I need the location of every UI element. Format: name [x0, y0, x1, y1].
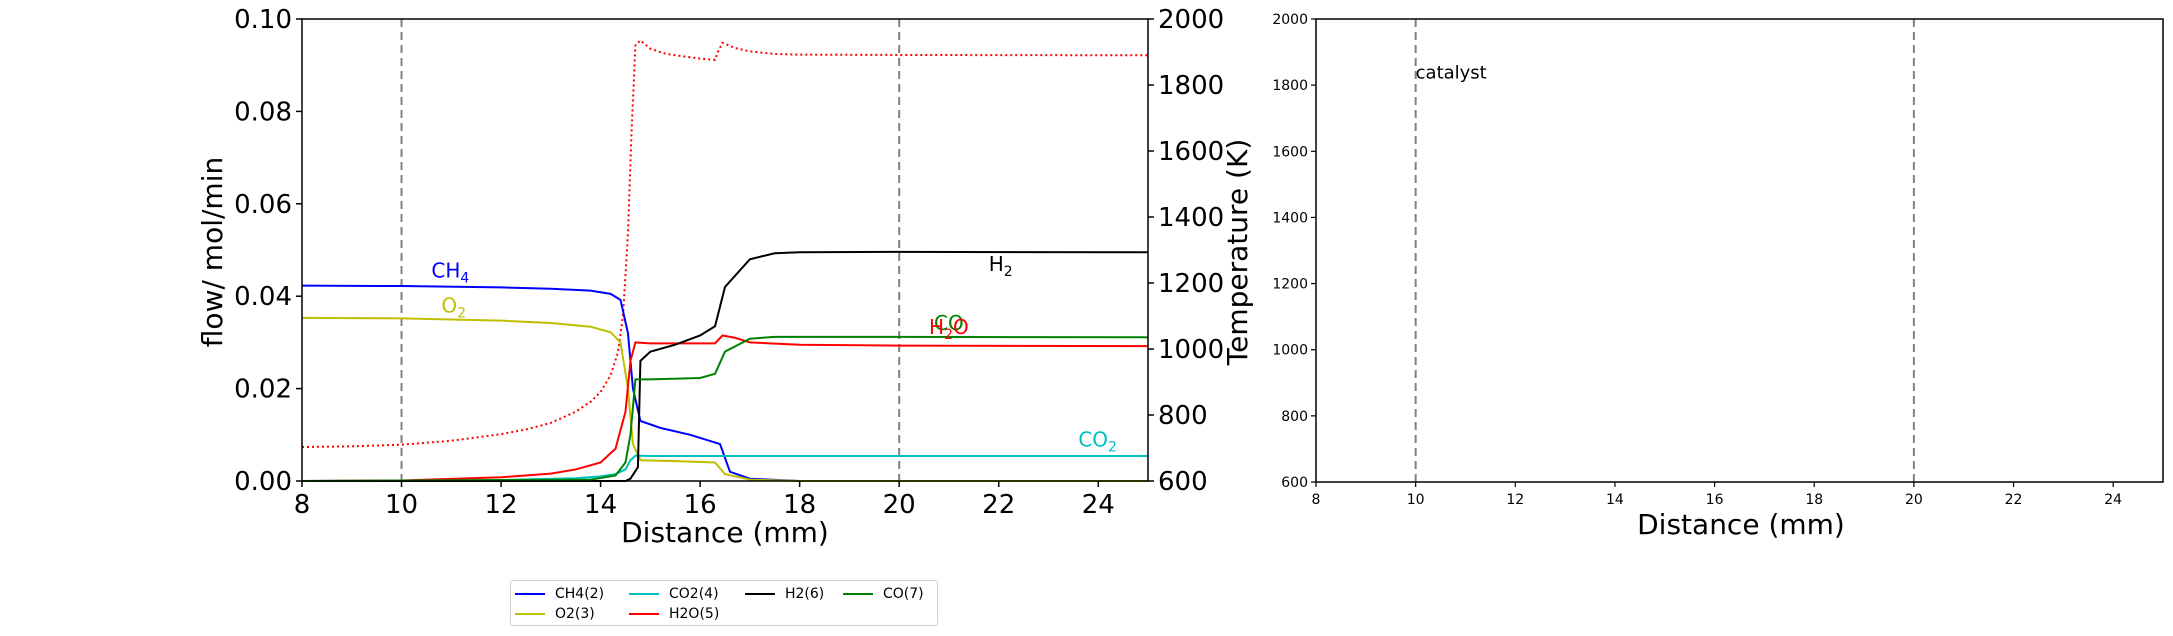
left-x-tick-label: 18: [783, 490, 816, 520]
left-x-tick-label: 10: [385, 490, 418, 520]
left-chart-panel: Distance (mm) flow/ mol/min Temperature …: [196, 5, 1254, 549]
left-y2-tick-label: 2000: [1158, 5, 1224, 35]
legend-item: O2(3): [515, 605, 595, 623]
left-y-tick-label: 0.06: [234, 190, 292, 220]
left-x-tick-label: 12: [485, 490, 518, 520]
species-annotation-0: CH4: [431, 259, 469, 287]
left-y2-tick-label: 800: [1158, 401, 1208, 431]
legend-label: CO2(4): [669, 586, 719, 602]
legend-swatch: [629, 593, 659, 595]
right-x-tick-label: 10: [1407, 492, 1425, 508]
left-x-tick-label: 16: [684, 490, 717, 520]
legend-item: H2O(5): [629, 605, 719, 623]
legend-item: CO2(4): [629, 585, 719, 603]
right-x-tick-label: 24: [2104, 492, 2122, 508]
species-annotation-1: O2: [441, 293, 466, 321]
legend-label: H2O(5): [669, 606, 720, 622]
legend-swatch: [515, 613, 545, 615]
legend-swatch: [843, 593, 873, 595]
left-y-tick-label: 0.02: [234, 375, 292, 405]
right-y-tick-label: 800: [1281, 409, 1308, 425]
right-y-tick-label: 1400: [1272, 210, 1308, 226]
temperature-line: [301, 39, 1149, 449]
legend-label: CH4(2): [555, 586, 605, 602]
left-x-tick-label: 8: [294, 490, 311, 520]
series-line-h2o5: [301, 334, 1149, 482]
legend-swatch: [515, 593, 545, 595]
legend-swatch: [629, 613, 659, 615]
species-annotation-2: H2: [989, 252, 1013, 280]
legend: CH4(2) CO2(4) H2(6) CO(7) O2(3) H2O(5): [510, 580, 938, 626]
catalyst-annotation-0: catalyst: [1416, 63, 1487, 84]
right-plot-frame: [1315, 18, 2164, 483]
right-x-axis-label: Distance (mm): [1637, 508, 1845, 541]
left-y-tick-label: 0.00: [234, 467, 292, 497]
legend-label: H2(6): [785, 586, 825, 602]
series-line-co24: [301, 454, 1148, 482]
species-annotation-5: CO2: [1078, 427, 1117, 455]
left-y2-axis-label: Temperature (K): [1221, 139, 1254, 366]
left-y-tick-label: 0.04: [234, 282, 292, 312]
legend-item: CO(7): [843, 585, 924, 603]
right-y-tick-label: 1000: [1272, 343, 1308, 359]
legend-label: O2(3): [555, 606, 595, 622]
left-y2-tick-label: 1200: [1158, 269, 1224, 299]
right-x-tick-label: 20: [1905, 492, 1923, 508]
right-y-tick-label: 2000: [1272, 12, 1308, 28]
left-y2-tick-label: 1800: [1158, 71, 1224, 101]
right-x-tick-label: 12: [1506, 492, 1524, 508]
right-x-tick-label: 22: [2005, 492, 2023, 508]
left-y-tick-label: 0.08: [234, 97, 292, 127]
right-y-tick-label: 1600: [1272, 144, 1308, 160]
left-y-axis-label: flow/ mol/min: [196, 157, 229, 347]
species-annotation-3: CO: [934, 311, 964, 335]
left-x-tick-label: 22: [982, 490, 1015, 520]
legend-swatch: [745, 593, 775, 595]
left-x-tick-label: 14: [584, 490, 617, 520]
left-plot-frame: [301, 18, 1149, 482]
left-y-tick-label: 0.10: [234, 5, 292, 35]
legend-label: CO(7): [883, 586, 924, 602]
series-line-h26: [302, 250, 1149, 482]
left-y2-tick-label: 1000: [1158, 335, 1224, 365]
right-y-tick-label: 1200: [1272, 277, 1308, 293]
right-x-tick-label: 14: [1606, 492, 1624, 508]
left-y2-tick-label: 1600: [1158, 137, 1224, 167]
right-x-tick-label: 8: [1312, 492, 1321, 508]
right-x-tick-label: 16: [1706, 492, 1724, 508]
species-annotation-4: H2O: [929, 315, 969, 343]
legend-item: H2(6): [745, 585, 824, 603]
left-x-tick-label: 24: [1082, 490, 1115, 520]
left-y2-tick-label: 1400: [1158, 203, 1224, 233]
left-x-axis-label: Distance (mm): [621, 516, 829, 549]
right-y-tick-label: 1800: [1272, 78, 1308, 94]
series-line-o23: [301, 316, 1148, 482]
right-y-tick-label: 600: [1281, 475, 1308, 491]
series-line-ch42: [301, 284, 1148, 482]
right-chart-panel: Distance (mm) 8 10 12 14 16 18 20 22 24 600 800 100…: [1272, 12, 2164, 541]
legend-item: CH4(2): [515, 585, 604, 603]
left-x-tick-label: 20: [883, 490, 916, 520]
right-x-tick-label: 18: [1805, 492, 1823, 508]
left-y2-tick-label: 600: [1158, 467, 1208, 497]
series-line-co7: [301, 335, 1149, 482]
